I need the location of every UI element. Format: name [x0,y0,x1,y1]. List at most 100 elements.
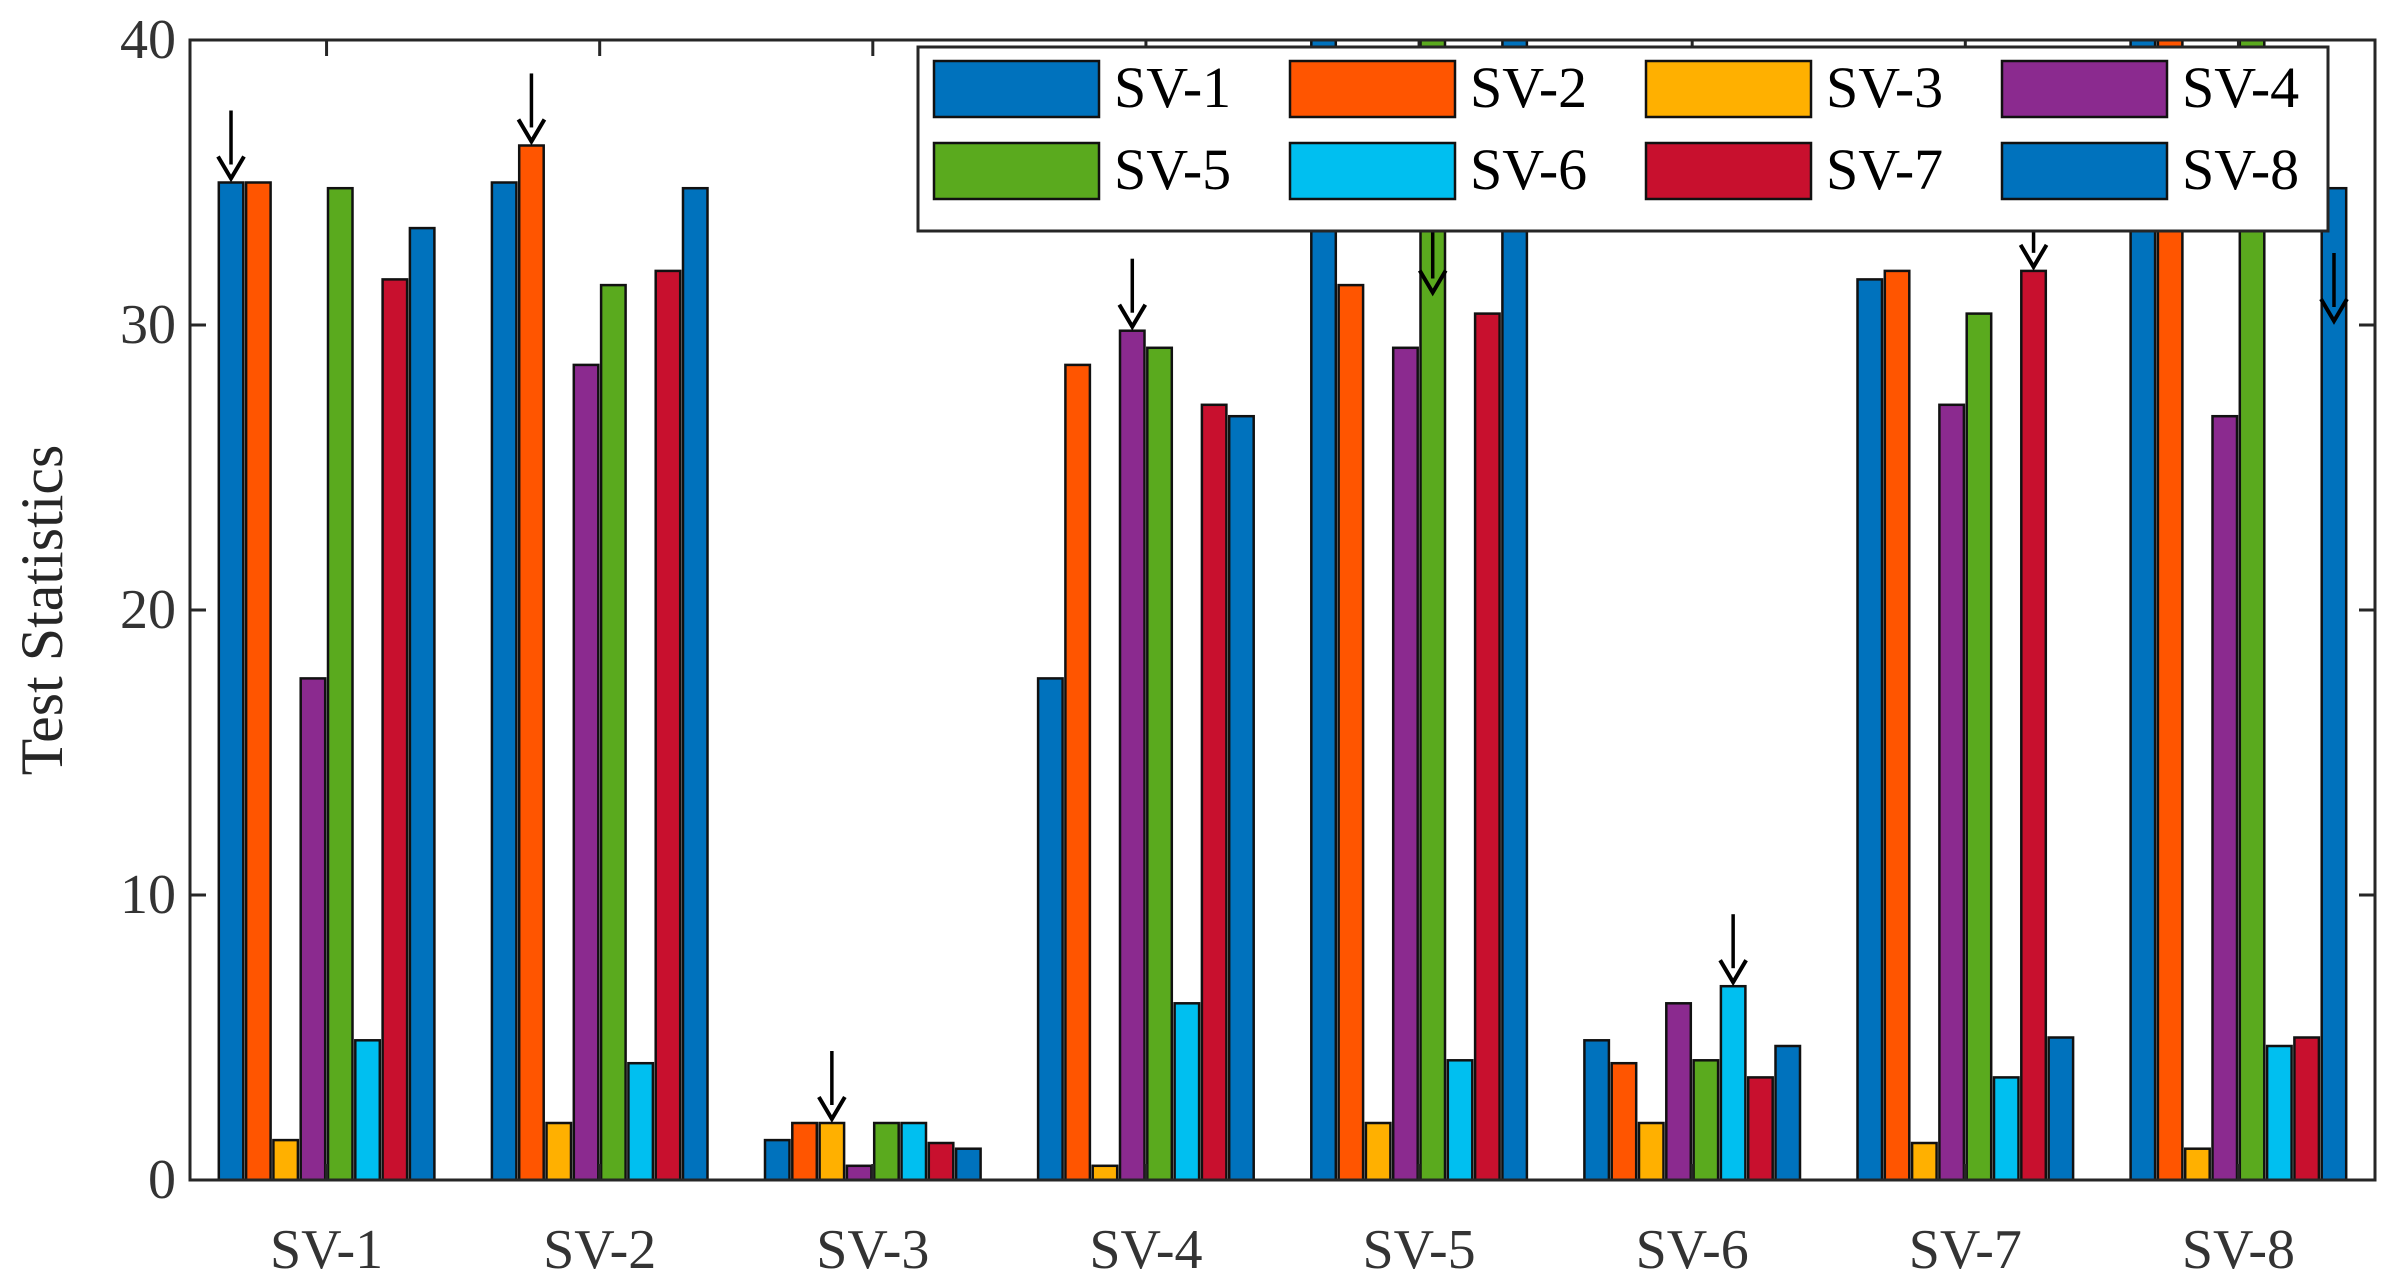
bar-sv-8-sv-6 [1774,1044,1802,1180]
x-tick-label: SV-4 [1089,1219,1202,1281]
legend-label: SV-2 [1470,55,1587,120]
y-tick-label: 40 [120,9,176,71]
bar-sv-7-sv-1 [381,278,409,1180]
legend-label: SV-8 [2182,137,2299,202]
y-tick-label: 10 [120,864,176,926]
bar-sv-4-sv-8 [2211,414,2239,1180]
bar-sv-3-sv-6 [1637,1121,1665,1180]
legend-label: SV-5 [1114,137,1231,202]
bar-sv-4-sv-5 [1391,346,1419,1180]
bar-sv-1-sv-1 [217,181,245,1180]
bar-sv-3-sv-1 [272,1138,300,1180]
bar-sv-3-sv-8 [2183,1147,2211,1180]
y-tick-label: 30 [120,294,176,356]
bar-sv-4-sv-1 [299,677,327,1180]
bar-sv-2-sv-2 [517,144,545,1180]
bar-sv-5-sv-3 [872,1121,900,1180]
bar-sv-3-sv-5 [1364,1121,1392,1180]
bar-sv-8-sv-1 [408,226,436,1180]
bar-sv-2-sv-6 [1610,1061,1638,1180]
bar-sv-8-sv-2 [681,186,709,1180]
x-tick-label: SV-3 [816,1219,929,1281]
arrow-sv-8 [2319,253,2349,325]
x-axis: SV-1 SV-2 SV-3 SV-4 SV-5 SV-6 SV-7 SV-8 [270,40,2295,1281]
bar-sv-3-sv-4 [1091,1164,1119,1180]
bar-sv-1-sv-2 [490,181,518,1180]
legend-entry-sv-1: SV-1 [932,55,1231,120]
bar-sv-4-sv-6 [1665,1002,1693,1180]
bar-sv-8-sv-3 [954,1147,982,1180]
bar-sv-4-sv-3 [845,1164,873,1180]
y-axis-label: Test Statistics [9,445,75,776]
y-tick-label: 20 [120,579,176,641]
legend-swatch [1288,141,1457,201]
bar-sv-6-sv-5 [1446,1059,1474,1180]
bar-sv-6-sv-3 [900,1121,928,1180]
legend-entry-sv-4: SV-4 [2000,55,2299,120]
x-tick-label: SV-5 [1363,1219,1476,1281]
bar-sv-4-sv-7 [1938,403,1966,1180]
bar-sv-5-sv-6 [1692,1059,1720,1180]
x-tick-label: SV-2 [543,1219,656,1281]
bar-sv-1-sv-7 [1856,278,1884,1180]
arrow-sv-3 [817,1051,847,1123]
y-axis: 0 10 20 30 40 [120,9,2375,1211]
bar-sv-7-sv-8 [2293,1036,2321,1180]
legend-entry-sv-8: SV-8 [2000,137,2299,202]
arrow-sv-5 [1417,224,1448,297]
x-tick-label: SV-1 [270,1219,383,1281]
bar-sv-6-sv-4 [1173,1002,1201,1180]
bar-sv-7-sv-7 [2020,269,2048,1180]
legend-label: SV-4 [2182,55,2299,120]
legend-label: SV-3 [1826,55,1943,120]
bar-sv-3-sv-2 [545,1121,573,1180]
bar-sv-7-sv-6 [1746,1076,1774,1180]
legend-entry-sv-5: SV-5 [932,137,1231,202]
legend-swatch [932,59,1101,119]
bar-sv-3-sv-7 [1910,1141,1938,1180]
bar-sv-6-sv-1 [354,1039,382,1180]
arrow-sv-1 [216,110,246,183]
legend-swatch [1644,141,1813,201]
legend-entry-sv-2: SV-2 [1288,55,1587,120]
bar-sv-1-sv-6 [1583,1039,1611,1180]
legend-label: SV-6 [1470,137,1587,202]
bar-sv-7-sv-2 [654,269,682,1180]
bar-sv-8-sv-4 [1227,414,1255,1180]
bar-sv-7-sv-4 [1200,403,1228,1180]
bar-sv-2-sv-5 [1337,283,1365,1180]
bar-sv-6-sv-7 [1992,1076,2020,1180]
bar-sv-5-sv-1 [326,186,354,1180]
bar-sv-2-sv-3 [791,1121,819,1180]
bar-sv-7-sv-5 [1473,312,1501,1180]
y-tick-label: 0 [148,1149,176,1211]
legend-entry-sv-3: SV-3 [1644,55,1943,120]
bar-sv-3-sv-3 [818,1121,846,1180]
bar-sv-1-sv-3 [763,1138,791,1180]
legend-entry-sv-7: SV-7 [1644,137,1943,202]
legend-swatch [2000,59,2169,119]
legend: SV-1 SV-2 SV-3 SV-4 SV-5 SV-6 SV-7 SV-8 [916,45,2330,233]
bar-sv-2-sv-4 [1064,363,1092,1180]
legend-entry-sv-6: SV-6 [1288,137,1587,202]
bar-sv-5-sv-7 [1965,312,1993,1180]
legend-swatch [1644,59,1813,119]
bar-sv-5-sv-4 [1146,346,1174,1180]
bar-sv-4-sv-2 [572,363,600,1180]
bar-sv-6-sv-6 [1719,984,1747,1180]
bar-sv-8-sv-8 [2320,186,2348,1180]
legend-label: SV-7 [1826,137,1943,202]
x-tick-label: SV-8 [2182,1219,2295,1281]
bar-sv-7-sv-3 [927,1141,955,1180]
x-tick-label: SV-6 [1636,1219,1749,1281]
bar-sv-5-sv-2 [599,283,627,1180]
bar-sv-2-sv-7 [1883,269,1911,1180]
legend-label: SV-1 [1114,55,1231,120]
bar-sv-6-sv-2 [627,1061,655,1180]
legend-swatch [932,141,1101,201]
arrow-sv-2 [516,73,547,146]
arrow-sv-6 [1718,914,1748,987]
bar-sv-2-sv-1 [244,181,272,1180]
bar-sv-1-sv-4 [1036,677,1064,1180]
